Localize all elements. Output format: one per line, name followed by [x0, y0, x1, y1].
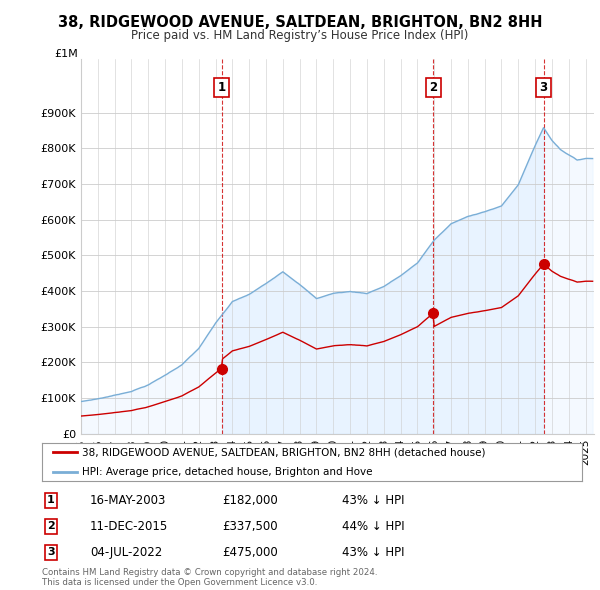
Text: £1M: £1M [55, 49, 79, 59]
Text: 38, RIDGEWOOD AVENUE, SALTDEAN, BRIGHTON, BN2 8HH: 38, RIDGEWOOD AVENUE, SALTDEAN, BRIGHTON… [58, 15, 542, 30]
Text: 16-MAY-2003: 16-MAY-2003 [90, 494, 166, 507]
Text: 43% ↓ HPI: 43% ↓ HPI [342, 546, 404, 559]
Text: 38, RIDGEWOOD AVENUE, SALTDEAN, BRIGHTON, BN2 8HH (detached house): 38, RIDGEWOOD AVENUE, SALTDEAN, BRIGHTON… [83, 447, 486, 457]
Text: 1: 1 [218, 81, 226, 94]
Text: 2: 2 [429, 81, 437, 94]
Text: HPI: Average price, detached house, Brighton and Hove: HPI: Average price, detached house, Brig… [83, 467, 373, 477]
Text: 11-DEC-2015: 11-DEC-2015 [90, 520, 168, 533]
Text: 3: 3 [47, 548, 55, 557]
Text: 43% ↓ HPI: 43% ↓ HPI [342, 494, 404, 507]
Text: £182,000: £182,000 [222, 494, 278, 507]
Text: £337,500: £337,500 [222, 520, 278, 533]
Text: 2: 2 [47, 522, 55, 531]
Text: 3: 3 [539, 81, 548, 94]
Text: Contains HM Land Registry data © Crown copyright and database right 2024.
This d: Contains HM Land Registry data © Crown c… [42, 568, 377, 587]
Text: £475,000: £475,000 [222, 546, 278, 559]
Text: 1: 1 [47, 496, 55, 505]
Text: 04-JUL-2022: 04-JUL-2022 [90, 546, 162, 559]
Text: 44% ↓ HPI: 44% ↓ HPI [342, 520, 404, 533]
Text: Price paid vs. HM Land Registry’s House Price Index (HPI): Price paid vs. HM Land Registry’s House … [131, 30, 469, 42]
